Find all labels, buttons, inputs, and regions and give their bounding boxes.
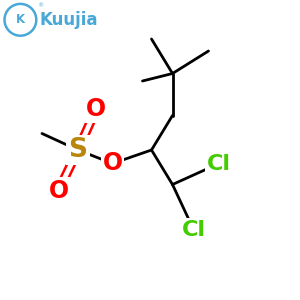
Text: S: S bbox=[68, 137, 88, 163]
Text: K: K bbox=[16, 13, 25, 26]
Text: Cl: Cl bbox=[207, 154, 231, 173]
Text: O: O bbox=[102, 152, 123, 176]
Text: O: O bbox=[86, 98, 106, 122]
Text: O: O bbox=[48, 178, 69, 203]
Text: ®: ® bbox=[37, 3, 43, 8]
Text: Cl: Cl bbox=[182, 220, 206, 239]
Text: Kuujia: Kuujia bbox=[40, 11, 98, 29]
